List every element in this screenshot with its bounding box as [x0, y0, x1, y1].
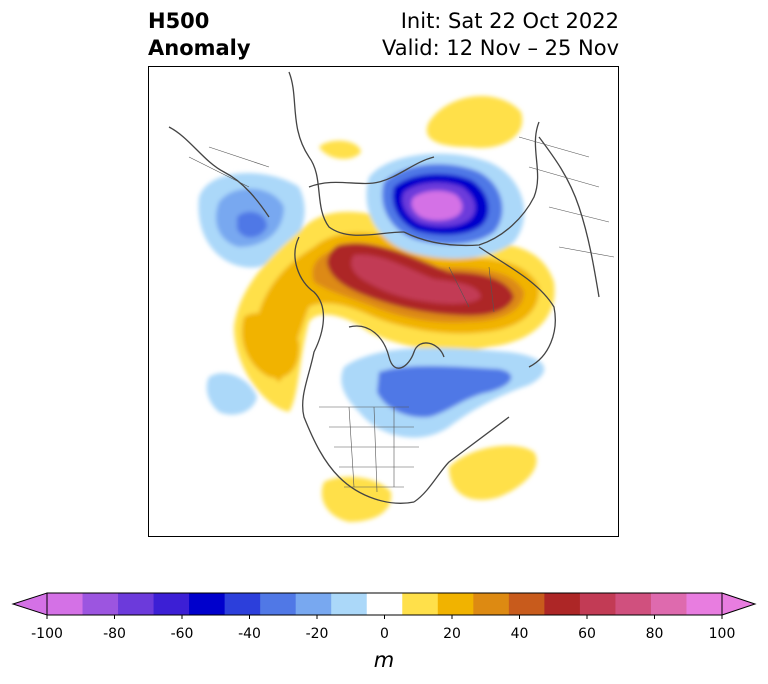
title-field: Anomaly: [148, 36, 251, 60]
colorbar-tick-label: 40: [510, 626, 529, 642]
colorbar-swatch: [118, 593, 155, 615]
colorbar-swatch: [224, 593, 261, 615]
colorbar-swatch: [260, 593, 297, 615]
colorbar-tick-label: -100: [31, 626, 63, 642]
init-date: Init: Sat 22 Oct 2022: [400, 9, 619, 33]
coastlines: [168, 71, 600, 504]
colorbar-swatch: [366, 593, 403, 615]
map-canvas: [168, 71, 615, 522]
negative-anomaly-polar-min: [411, 190, 463, 221]
colorbar-swatch: [473, 593, 510, 615]
positive-anomaly-north: [426, 95, 523, 148]
colorbar-swatch: [331, 593, 368, 615]
colorbar-unit-label: m: [373, 648, 395, 672]
anomaly-shading: [198, 95, 555, 522]
colorbar-swatch: [47, 593, 84, 615]
anomaly-map: [148, 66, 619, 537]
colorbar-tick-label: 20: [443, 626, 461, 642]
colorbar-tick-label: -60: [170, 626, 194, 642]
colorbar-extend-min: [11, 592, 48, 616]
positive-anomaly-west: [241, 313, 300, 378]
colorbar-swatch: [508, 593, 545, 615]
title-right: Init: Sat 22 Oct 2022 Valid: 12 Nov – 25…: [382, 8, 619, 62]
colorbar-swatch: [686, 593, 723, 615]
positive-anomaly-atlantic: [449, 445, 537, 500]
valid-range: Valid: 12 Nov – 25 Nov: [382, 36, 619, 60]
colorbar-tick-label: -20: [305, 626, 329, 642]
colorbar-tick-label: 80: [645, 626, 664, 642]
colorbar-swatch: [650, 593, 687, 615]
colorbar-tick-label: -80: [103, 626, 126, 642]
colorbar-swatch: [82, 593, 119, 615]
colorbar-swatch: [437, 593, 474, 615]
negative-anomaly-pacific-south: [206, 373, 257, 415]
colorbar: [11, 592, 757, 619]
colorbar-tick-label: 60: [578, 626, 596, 642]
colorbar-swatch: [189, 593, 226, 615]
borders: [188, 136, 615, 493]
colorbar-swatch: [153, 593, 190, 615]
colorbar-swatch: [615, 593, 652, 615]
positive-anomaly-southeast: [321, 476, 392, 522]
title-left: H500 Anomaly: [148, 8, 251, 62]
colorbar-swatch: [295, 593, 332, 615]
negative-anomaly-canada-core: [377, 365, 512, 418]
colorbar-swatch: [579, 593, 616, 615]
colorbar-swatch: [402, 593, 439, 615]
negative-anomaly-pacific-inner: [237, 211, 267, 238]
positive-anomaly-small: [319, 140, 361, 159]
positive-anomaly-max: [351, 254, 481, 304]
colorbar-tick-label: -40: [238, 626, 261, 642]
colorbar-extend-max: [721, 592, 757, 616]
colorbar-tick-label: 100: [708, 626, 736, 642]
title-variable: H500: [148, 9, 210, 33]
colorbar-swatch: [544, 593, 581, 615]
colorbar-tick-label: 0: [380, 626, 389, 642]
